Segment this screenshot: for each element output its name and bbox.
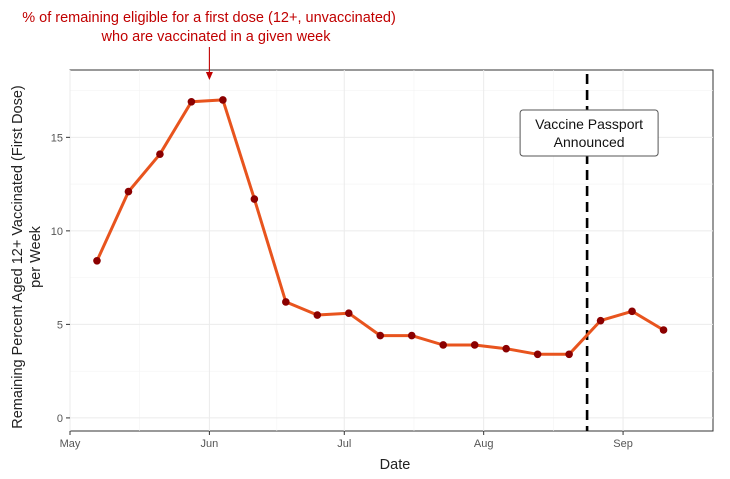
x-tick-label: Jul: [337, 438, 351, 450]
y-axis-title-line-1: Remaining Percent Aged 12+ Vaccinated (F…: [10, 85, 26, 428]
data-point: [596, 316, 605, 325]
data-point: [533, 350, 542, 359]
data-point: [439, 341, 448, 349]
data-point: [219, 96, 227, 104]
data-point: [250, 195, 259, 203]
data-point: [565, 350, 573, 359]
data-point: [344, 309, 353, 317]
chart-titles: % of remaining eligible for a first dose…: [10, 10, 410, 473]
grid-lines: [69, 70, 713, 431]
y-tick-label: 0: [57, 413, 63, 425]
chart-title-line-2: who are vaccinated in a given week: [101, 29, 332, 45]
arrow-head: [205, 72, 213, 80]
y-tick-label: 5: [57, 319, 63, 331]
data-point: [407, 331, 416, 340]
x-tick-label: Aug: [474, 438, 494, 450]
tick-labels: 0 5 10 15 May Jun Jul Aug Sep: [51, 132, 633, 450]
data-points: [93, 96, 668, 359]
annotation-label-line: Vaccine Passport: [535, 116, 643, 132]
x-tick-label: May: [60, 438, 81, 450]
y-tick-label: 15: [51, 132, 63, 144]
y-axis-title-line-2: per Week: [28, 225, 44, 288]
annotation-box: [519, 109, 659, 157]
x-axis-title: Date: [380, 457, 411, 473]
data-point: [187, 97, 196, 106]
x-tick-label: Sep: [613, 438, 633, 450]
annotation-label-line: Announced: [554, 134, 625, 150]
data-point: [470, 341, 479, 349]
chart-title-line-1: % of remaining eligible for a first dose…: [22, 10, 396, 26]
data-point: [313, 311, 322, 319]
vaccine-passport-annotation: Vaccine Passport Announced: [519, 109, 659, 157]
axis-ticks: [66, 136, 624, 435]
data-point: [628, 307, 636, 316]
data-point: [124, 187, 133, 196]
x-tick-label: Jun: [201, 438, 219, 450]
data-point: [156, 150, 164, 158]
y-tick-label: 10: [51, 226, 63, 238]
data-point: [376, 331, 385, 340]
data-point: [93, 256, 101, 265]
data-point: [659, 326, 668, 334]
data-point: [282, 298, 290, 306]
data-point: [502, 344, 510, 353]
title-arrow: [205, 47, 213, 80]
